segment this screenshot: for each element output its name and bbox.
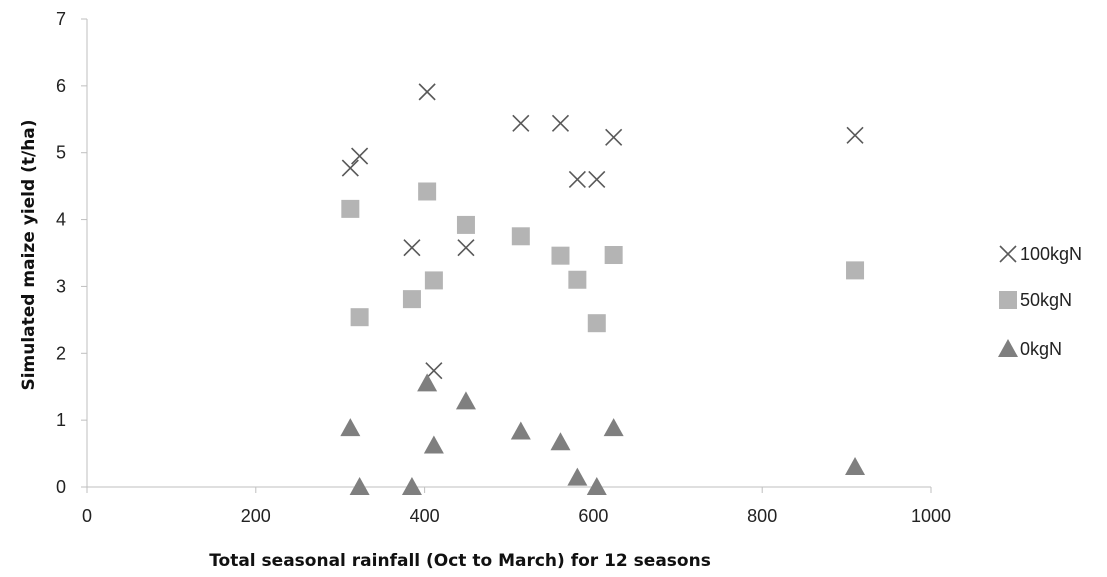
y-tick-label: 6 (56, 76, 66, 96)
data-point-triangle (340, 418, 361, 437)
data-point-x (605, 128, 623, 146)
data-point-triangle (603, 418, 624, 437)
legend-marker-50kgN (999, 291, 1017, 309)
data-point-triangle (510, 421, 531, 440)
data-point-triangle (417, 373, 438, 392)
data-point-triangle (586, 477, 607, 495)
axes: 0 1 2 3 4 5 6 7 0 200 400 600 800 1000 (56, 9, 951, 526)
legend-marker-0kgN (998, 339, 1018, 357)
y-tick-label: 7 (56, 9, 66, 29)
data-point-square (341, 199, 360, 218)
data-point-square (402, 290, 421, 309)
y-tick-label: 1 (56, 410, 66, 430)
data-point-triangle (349, 477, 370, 495)
y-tick-label: 5 (56, 143, 66, 163)
data-point-square (424, 271, 443, 290)
legend-label: 100kgN (1020, 244, 1082, 264)
y-tick-label: 4 (56, 210, 66, 230)
x-tick-label: 1000 (911, 506, 951, 526)
data-point-x (418, 83, 436, 101)
data-point-triangle (401, 477, 422, 495)
data-point-triangle (567, 467, 588, 486)
data-markers (340, 83, 866, 495)
y-tick-label: 2 (56, 343, 66, 363)
data-point-triangle (550, 432, 571, 451)
series-100kgN (341, 83, 864, 380)
data-point-x (568, 170, 586, 189)
data-point-square (604, 246, 623, 265)
y-axis-title: Simulated maize yield (t/ha) (19, 119, 39, 390)
series-50kgN (341, 182, 865, 333)
legend-label: 0kgN (1020, 339, 1062, 359)
x-tick-label: 200 (241, 506, 271, 526)
data-point-x (457, 239, 475, 257)
data-point-x (341, 159, 359, 177)
data-point-x (551, 114, 570, 132)
data-point-x (588, 170, 606, 189)
x-tick-label: 400 (410, 506, 440, 526)
data-point-x (351, 147, 369, 165)
data-point-square (456, 215, 475, 234)
data-point-triangle (845, 456, 866, 475)
data-point-square (846, 261, 865, 280)
data-point-square (587, 314, 606, 333)
data-point-square (568, 270, 587, 289)
y-tick-label: 0 (56, 477, 66, 497)
data-point-square (511, 227, 530, 246)
data-point-square (350, 308, 369, 327)
data-point-square (418, 182, 437, 201)
series-0kgN (340, 373, 866, 495)
legend-label: 50kgN (1020, 290, 1072, 310)
data-point-triangle (455, 391, 476, 410)
legend: 100kgN 50kgN 0kgN (998, 244, 1082, 359)
data-point-x (512, 114, 530, 132)
x-tick-label: 0 (82, 506, 92, 526)
data-point-triangle (423, 435, 444, 454)
data-point-square (551, 246, 570, 265)
x-axis-title: Total seasonal rainfall (Oct to March) f… (209, 551, 711, 571)
x-tick-label: 600 (578, 506, 608, 526)
data-point-x (403, 239, 421, 257)
x-tick-label: 800 (747, 506, 777, 526)
y-tick-label: 3 (56, 276, 66, 296)
legend-marker-100kgN (999, 245, 1017, 263)
data-point-x (846, 126, 864, 144)
